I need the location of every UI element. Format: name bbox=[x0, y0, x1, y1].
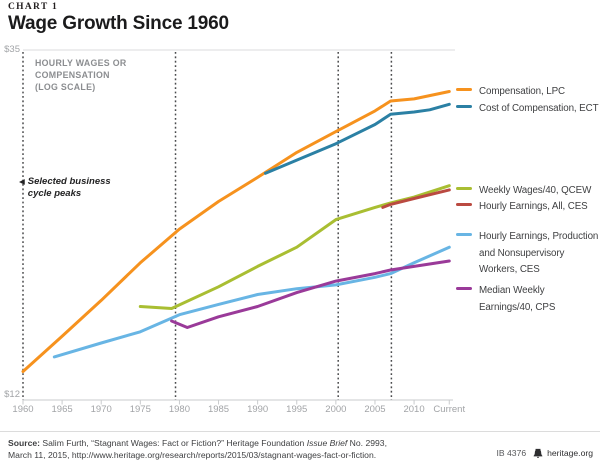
y-axis-caption-line: COMPENSATION bbox=[35, 70, 110, 80]
legend-label: and Nonsupervisory bbox=[479, 247, 565, 259]
legend-label: Cost of Compensation, ECT bbox=[479, 103, 599, 114]
y-axis-caption-line: (LOG SCALE) bbox=[35, 82, 96, 92]
legend-swatch-icon bbox=[456, 233, 472, 237]
series-line-1 bbox=[170, 259, 451, 329]
source-text-end: No. 2993, bbox=[347, 438, 387, 448]
legend-item: Cost of Compensation, ECT bbox=[456, 101, 600, 118]
footer-brand: IB 4376 heritage.org bbox=[497, 448, 594, 458]
x-tick-label: Current bbox=[433, 404, 466, 415]
x-tick-label: 1985 bbox=[207, 404, 230, 415]
wage-growth-line-chart bbox=[21, 49, 455, 405]
legend-label: Hourly Earnings, Production bbox=[479, 231, 599, 242]
x-tick-label: 1975 bbox=[129, 404, 151, 415]
source-note: Source: Salim Furth, “Stagnant Wages: Fa… bbox=[8, 437, 488, 461]
legend-swatch-icon bbox=[456, 88, 472, 92]
legend-item: Hourly Earnings, All, CES bbox=[456, 199, 600, 216]
legend-label: Earnings/40, CPS bbox=[479, 301, 556, 313]
page-title: Wage Growth Since 1960 bbox=[8, 13, 229, 34]
heritage-bell-icon bbox=[533, 448, 543, 458]
legend-label: Hourly Earnings, All, CES bbox=[479, 201, 588, 212]
chart-eyebrow: CHART 1 bbox=[8, 2, 59, 12]
legend-label: Workers, CES bbox=[479, 264, 540, 275]
legend-swatch-icon bbox=[456, 287, 472, 291]
legend-swatch-icon bbox=[456, 203, 472, 207]
series-line-0 bbox=[52, 245, 451, 359]
source-text: Salim Furth, “Stagnant Wages: Fact or Fi… bbox=[40, 438, 307, 448]
issue-brief-number: IB 4376 bbox=[496, 448, 527, 458]
business-cycle-annotation: ◀ Selected business cycle peaks bbox=[19, 176, 111, 200]
x-tick-label: 2000 bbox=[325, 404, 347, 415]
y-axis-caption-line: HOURLY WAGES OR bbox=[35, 58, 127, 68]
series-line-4 bbox=[21, 90, 451, 373]
legend-label: Weekly Wages/40, QCEW bbox=[479, 185, 592, 196]
x-tick-label: 2010 bbox=[403, 404, 425, 415]
x-tick-label: 1960 bbox=[12, 404, 34, 415]
x-tick-label: 1980 bbox=[168, 404, 190, 415]
source-issue-brief: Issue Brief bbox=[306, 438, 348, 448]
annotation-text: Selected business cycle peaks bbox=[28, 176, 111, 200]
x-tick-label: 1970 bbox=[90, 404, 112, 415]
source-url: March 11, 2015, http://www.heritage.org/… bbox=[8, 450, 377, 460]
series-line-5 bbox=[264, 102, 451, 175]
legend-item: Compensation, LPC bbox=[456, 84, 600, 101]
legend-item: Hourly Earnings, Production and Nonsuperv… bbox=[456, 229, 600, 279]
x-tick-label: 1965 bbox=[51, 404, 73, 415]
left-arrow-icon: ◀ bbox=[19, 177, 25, 186]
source-label: Source: bbox=[8, 438, 40, 448]
legend-swatch-icon bbox=[456, 105, 472, 109]
legend-label: Compensation, LPC bbox=[479, 86, 565, 97]
legend-swatch-icon bbox=[456, 187, 472, 191]
heritage-site-label: heritage.org bbox=[547, 448, 593, 458]
legend-label: Median Weekly bbox=[479, 285, 545, 296]
y-axis-min-label: $12 bbox=[4, 389, 20, 400]
annotation-line: Selected business bbox=[27, 176, 111, 187]
x-tick-label: 1990 bbox=[247, 404, 269, 415]
legend-item: Weekly Wages/40, QCEW bbox=[456, 183, 600, 200]
legend-item: Median Weekly Earnings/40, CPS bbox=[456, 283, 600, 316]
series-line-3 bbox=[381, 188, 451, 209]
y-axis-caption: HOURLY WAGES OR COMPENSATION (LOG SCALE) bbox=[35, 57, 127, 93]
x-tick-label: 2005 bbox=[364, 404, 386, 415]
annotation-line: cycle peaks bbox=[27, 188, 82, 199]
x-tick-label: 1995 bbox=[286, 404, 308, 415]
y-axis-max-label: $35 bbox=[4, 44, 20, 55]
footer-divider bbox=[0, 431, 600, 432]
